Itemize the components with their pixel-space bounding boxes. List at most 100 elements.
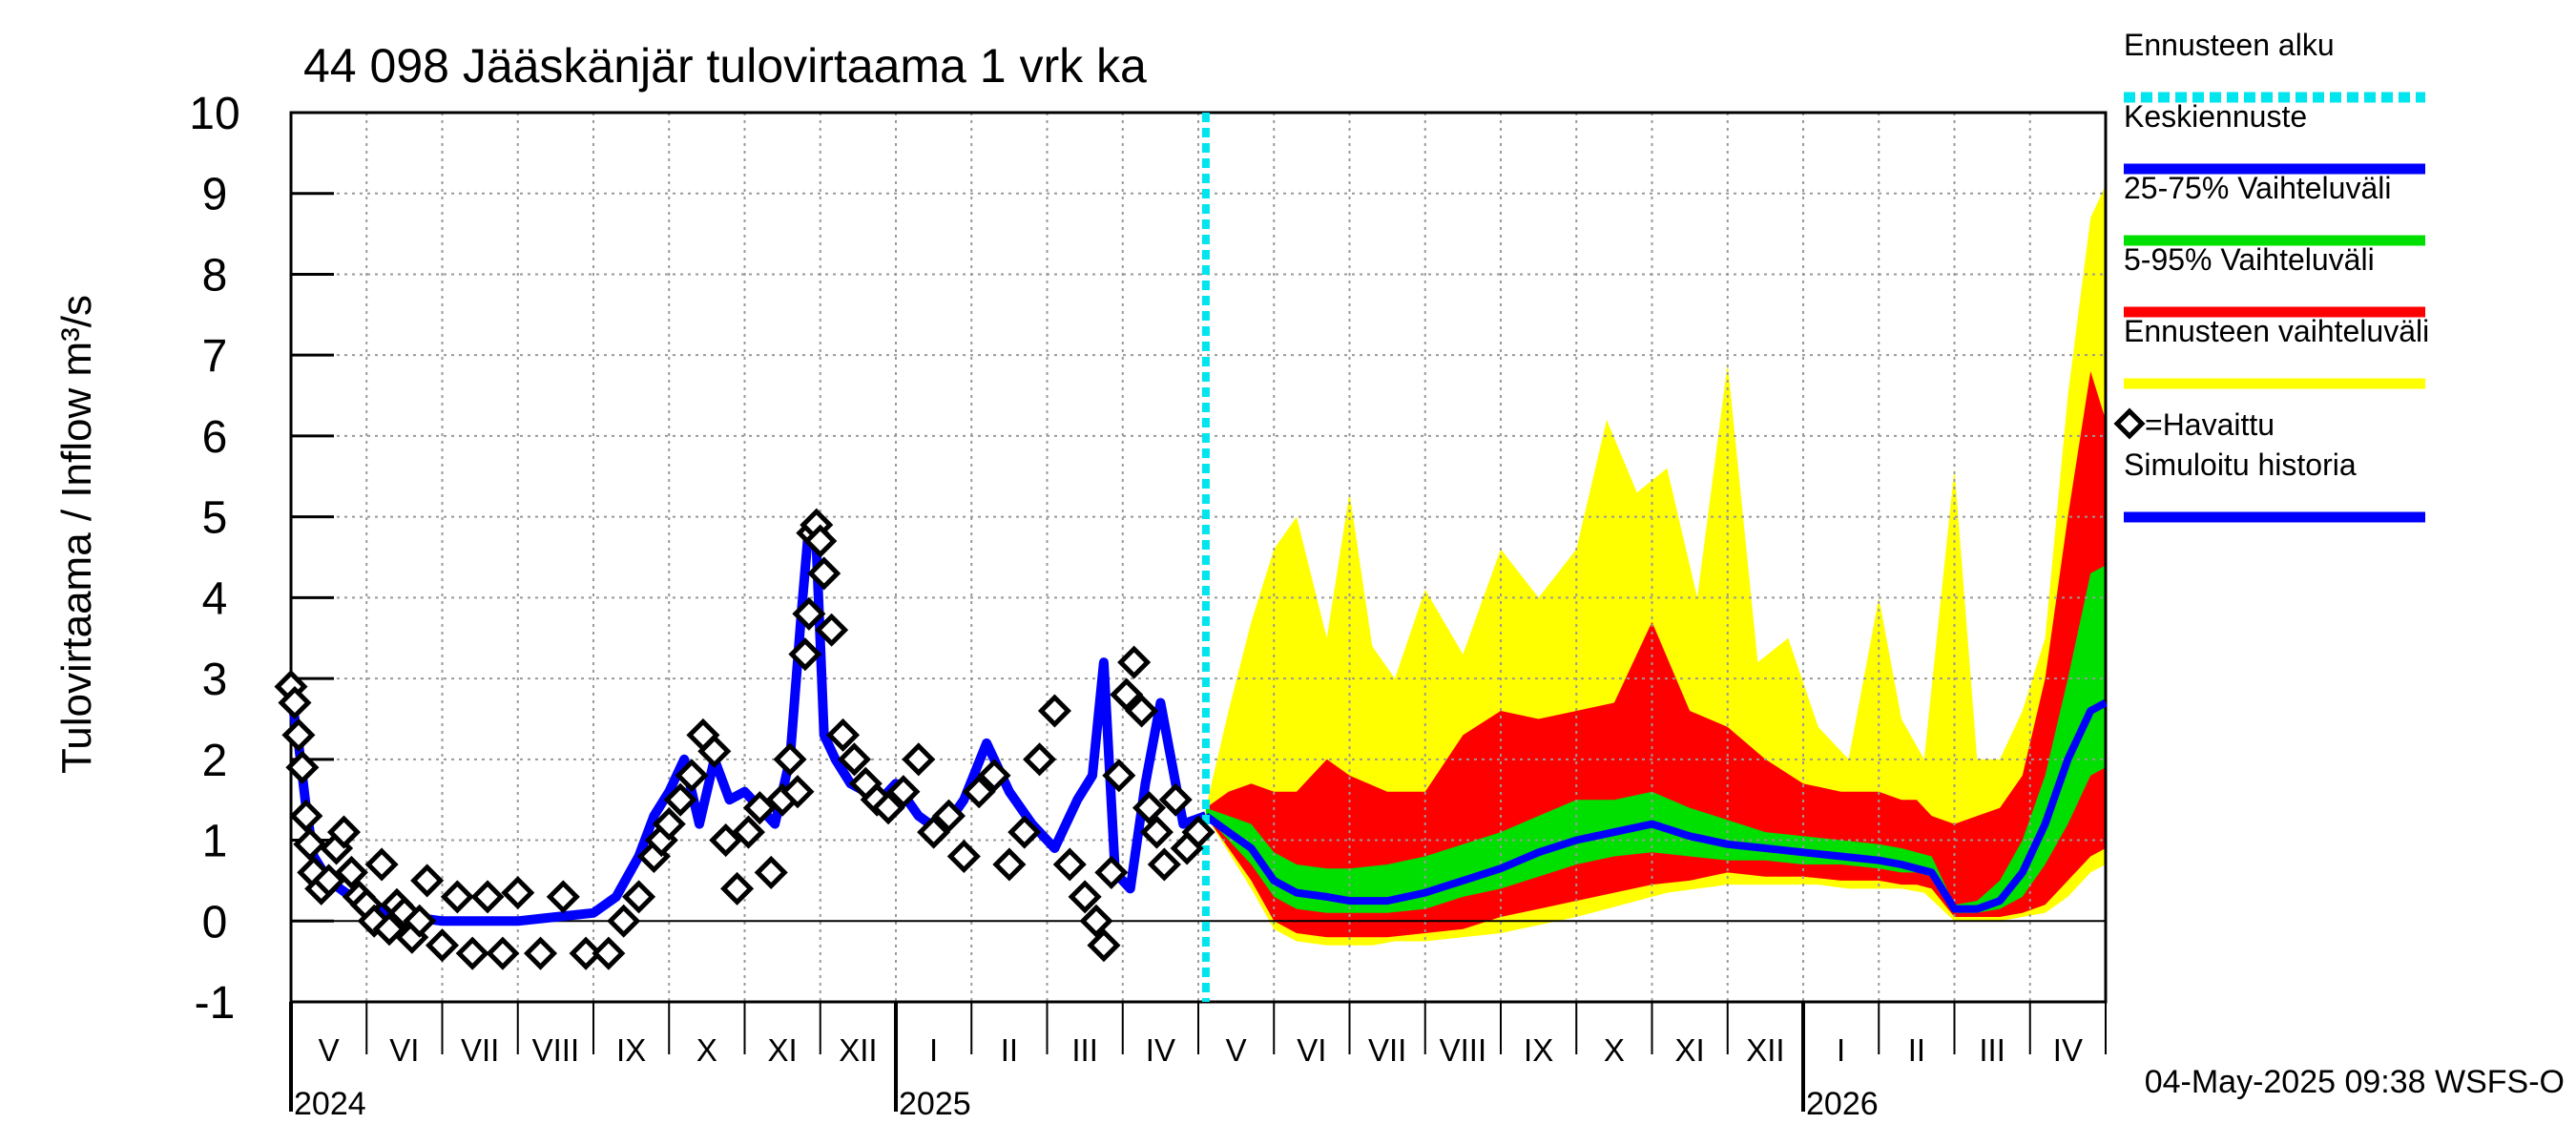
month-label: III: [1979, 1032, 2005, 1068]
y-tick-label: 4: [202, 573, 228, 624]
observed-point: [501, 876, 535, 910]
month-label: XII: [839, 1032, 877, 1068]
observed-point: [455, 936, 489, 970]
observed-point: [807, 556, 841, 591]
observed-point: [1110, 677, 1144, 712]
month-label: II: [1001, 1032, 1018, 1068]
month-label: XI: [1675, 1032, 1705, 1068]
year-label: 2024: [294, 1086, 366, 1122]
chart-title: 44 098 Jääskänjär tulovirtaama 1 vrk ka: [303, 39, 1147, 93]
observed-point: [293, 827, 327, 862]
observed-point: [815, 613, 849, 647]
month-label: VIII: [532, 1032, 580, 1068]
observed-point: [742, 791, 777, 825]
observed-point: [720, 871, 755, 906]
observed-point: [1125, 694, 1159, 728]
observed-point: [1147, 847, 1181, 882]
y-tick-label: 6: [202, 412, 228, 463]
observed-point: [663, 782, 697, 817]
observed-point: [364, 847, 399, 882]
observed-point: [592, 936, 626, 970]
legend: Ennusteen alku Keskiennuste 25-75% Vaihtel…: [2113, 28, 2429, 523]
observed-point: [837, 742, 871, 777]
observed-point: [523, 936, 558, 970]
observed-point: [697, 734, 732, 768]
month-label: IX: [1524, 1032, 1553, 1068]
observed-point: [1037, 694, 1071, 728]
y-tick-label: 5: [202, 493, 228, 544]
observed-point: [946, 839, 981, 874]
observed-point: [902, 742, 936, 777]
observed-point: [731, 815, 765, 849]
observed-point: [977, 759, 1011, 793]
observed-point: [278, 685, 312, 720]
month-label: XII: [1746, 1032, 1784, 1068]
observed-point: [281, 718, 316, 752]
month-label: III: [1071, 1032, 1098, 1068]
year-label: 2025: [899, 1086, 971, 1122]
month-label: II: [1908, 1032, 1925, 1068]
observed-point: [871, 791, 905, 825]
observed-point: [334, 855, 368, 889]
observed-point: [312, 864, 346, 898]
observed-point: [1102, 759, 1136, 793]
observed-point: [917, 815, 951, 849]
observed-point: [1087, 928, 1121, 963]
month-label: VI: [1297, 1032, 1326, 1068]
observed-point: [425, 928, 460, 963]
observed-point: [285, 750, 320, 784]
timestamp: 04-May-2025 09:38 WSFS-O: [2145, 1064, 2565, 1100]
month-label: IV: [2053, 1032, 2083, 1068]
month-label: IX: [616, 1032, 646, 1068]
observed-point: [825, 718, 861, 752]
observed-point: [546, 880, 580, 914]
legend-label: 5-95% Vaihteluväli: [2124, 242, 2375, 277]
observed-point: [780, 775, 815, 809]
observed-point: [792, 596, 826, 631]
observed-point: [962, 775, 996, 809]
band-forecast-range: [1205, 185, 2106, 946]
month-label: I: [1837, 1032, 1845, 1068]
y-tick-label: -1: [195, 978, 236, 1029]
month-label: VII: [1368, 1032, 1406, 1068]
observed-point: [486, 936, 520, 970]
year-label: 2026: [1806, 1086, 1879, 1122]
month-label: XI: [768, 1032, 798, 1068]
observed-point: [773, 742, 807, 777]
legend-label: =Havaittu: [2145, 407, 2275, 442]
legend-label: Ennusteen vaihteluväli: [2124, 314, 2429, 348]
observed-point: [754, 855, 788, 889]
observed-point: [709, 823, 743, 858]
legend-label: Ennusteen alku: [2124, 28, 2335, 62]
y-tick-label: 9: [202, 170, 228, 220]
observed-point: [652, 807, 686, 842]
observed-point: [1117, 645, 1152, 679]
observed-point: [1139, 815, 1174, 849]
month-label: VIII: [1440, 1032, 1487, 1068]
legend-label: 25-75% Vaihteluväli: [2124, 171, 2391, 205]
month-label: V: [319, 1032, 340, 1068]
legend-observed-marker: [2113, 407, 2146, 440]
median-forecast-line: [1203, 698, 2108, 913]
observed-point: [1132, 791, 1167, 825]
y-tick-label: 0: [202, 897, 228, 947]
y-tick-label: 1: [202, 817, 228, 867]
observed-point: [289, 799, 323, 833]
y-axis-label: Tulovirtaama / Inflow m³/s: [53, 295, 100, 774]
y-tick-label: 8: [202, 250, 228, 301]
observed-point: [372, 912, 406, 947]
month-label: VI: [389, 1032, 419, 1068]
observed-point: [788, 637, 822, 672]
observed-point: [470, 880, 505, 914]
band-5-95: [1205, 371, 2106, 938]
observed-point: [1181, 815, 1215, 849]
observed-point: [607, 904, 641, 938]
y-tick-label: 3: [202, 655, 228, 705]
month-label: IV: [1146, 1032, 1175, 1068]
observed-point: [931, 799, 966, 833]
y-tick-label: 2: [202, 736, 228, 786]
observed-point: [675, 759, 709, 793]
observed-point: [410, 864, 445, 898]
observed-point: [886, 775, 921, 809]
